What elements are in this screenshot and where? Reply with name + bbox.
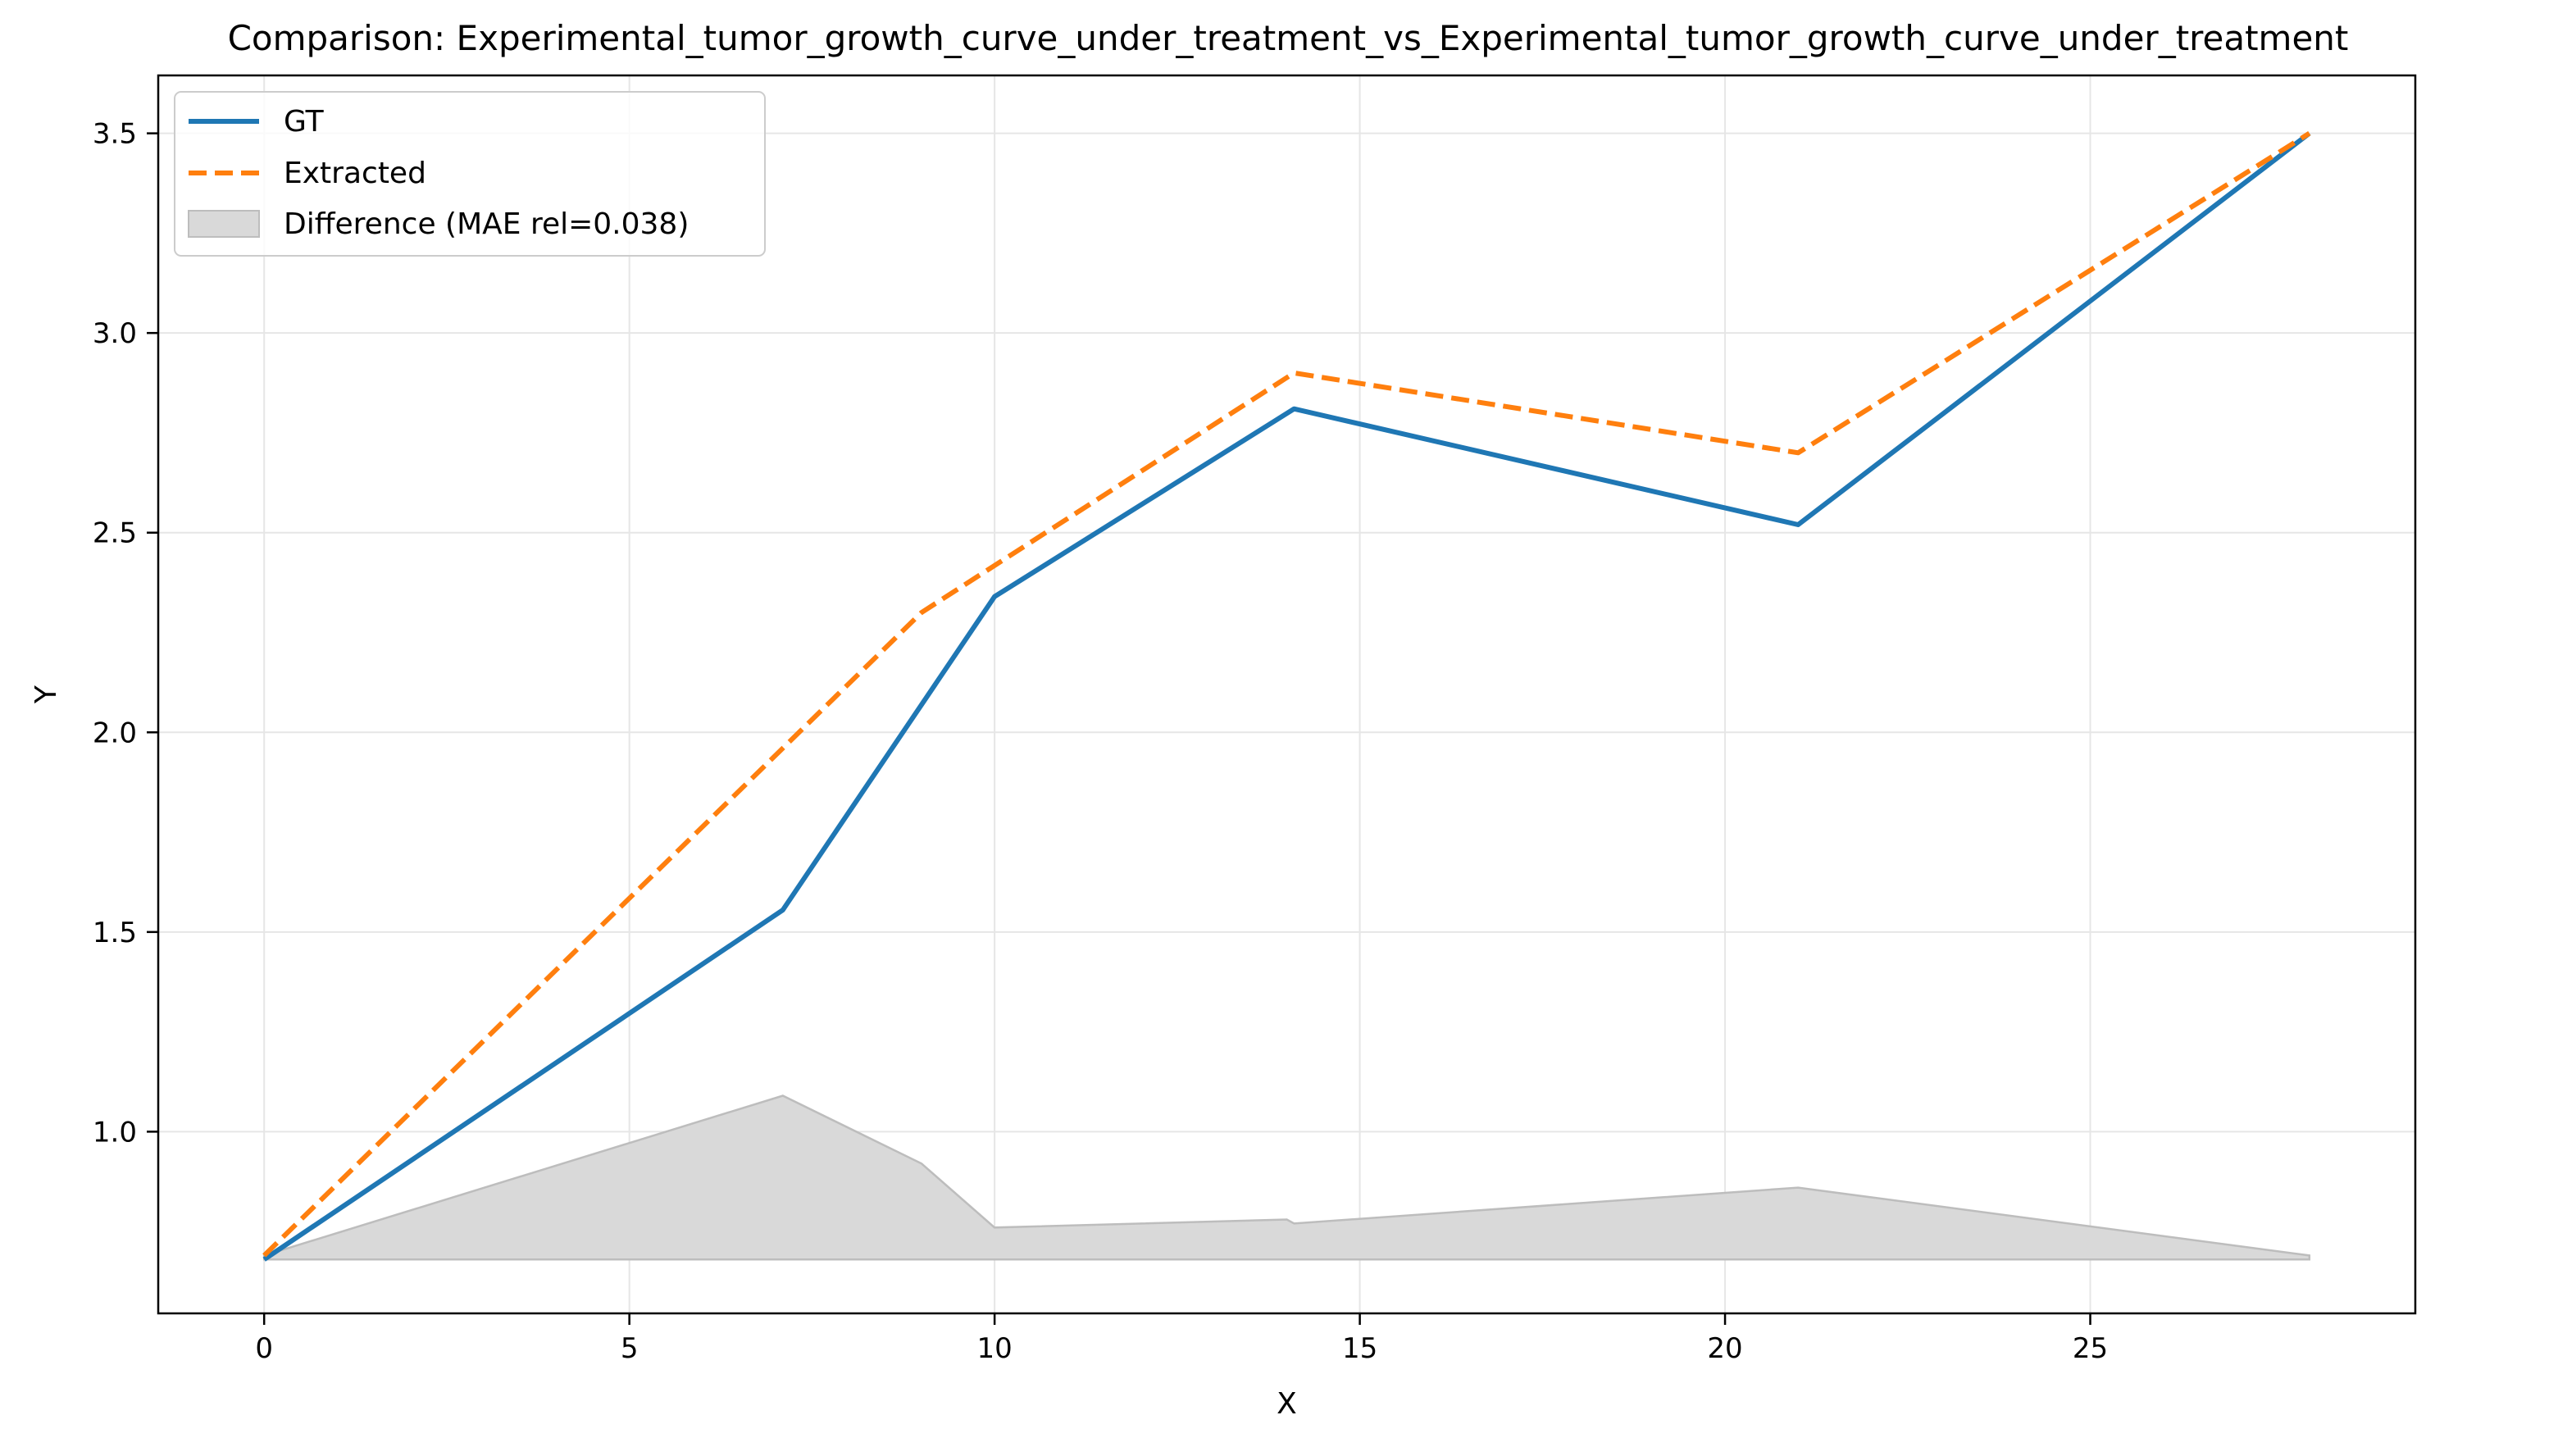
- series-line-extracted: [262, 131, 2311, 1258]
- y-axis-label: Y: [30, 685, 63, 704]
- x-tick-label: 0: [255, 1332, 273, 1365]
- legend-label-extracted: Extracted: [284, 157, 426, 190]
- x-tick-label: 20: [1707, 1332, 1742, 1365]
- legend-label-gt: GT: [284, 105, 325, 139]
- x-tick-label: 25: [2073, 1332, 2108, 1365]
- plot-frame: [157, 74, 2417, 1315]
- x-axis-label: X: [1277, 1387, 1297, 1421]
- chart-title: Comparison: Experimental_tumor_growth_cu…: [227, 18, 2349, 58]
- y-tick-label: 2.5: [93, 517, 137, 550]
- series-line-gt: [262, 131, 2311, 1262]
- difference-area: [262, 1094, 2311, 1261]
- y-tick-label: 2.0: [93, 717, 137, 749]
- y-tick-label: 1.0: [93, 1116, 137, 1149]
- legend-swatch-difference: [188, 210, 260, 238]
- y-tick-label: 3.5: [93, 118, 137, 151]
- legend: GT Extracted Difference (MAE rel=0.038): [174, 91, 766, 257]
- x-tick-label: 5: [621, 1332, 639, 1365]
- x-tick-label: 15: [1342, 1332, 1377, 1365]
- plot-area: [158, 75, 2415, 1313]
- legend-box: [174, 91, 766, 257]
- y-tick-label: 1.5: [93, 917, 137, 949]
- x-tick-label: 10: [976, 1332, 1012, 1365]
- y-tick-label: 3.0: [93, 317, 137, 350]
- legend-label-difference: Difference (MAE rel=0.038): [284, 207, 689, 241]
